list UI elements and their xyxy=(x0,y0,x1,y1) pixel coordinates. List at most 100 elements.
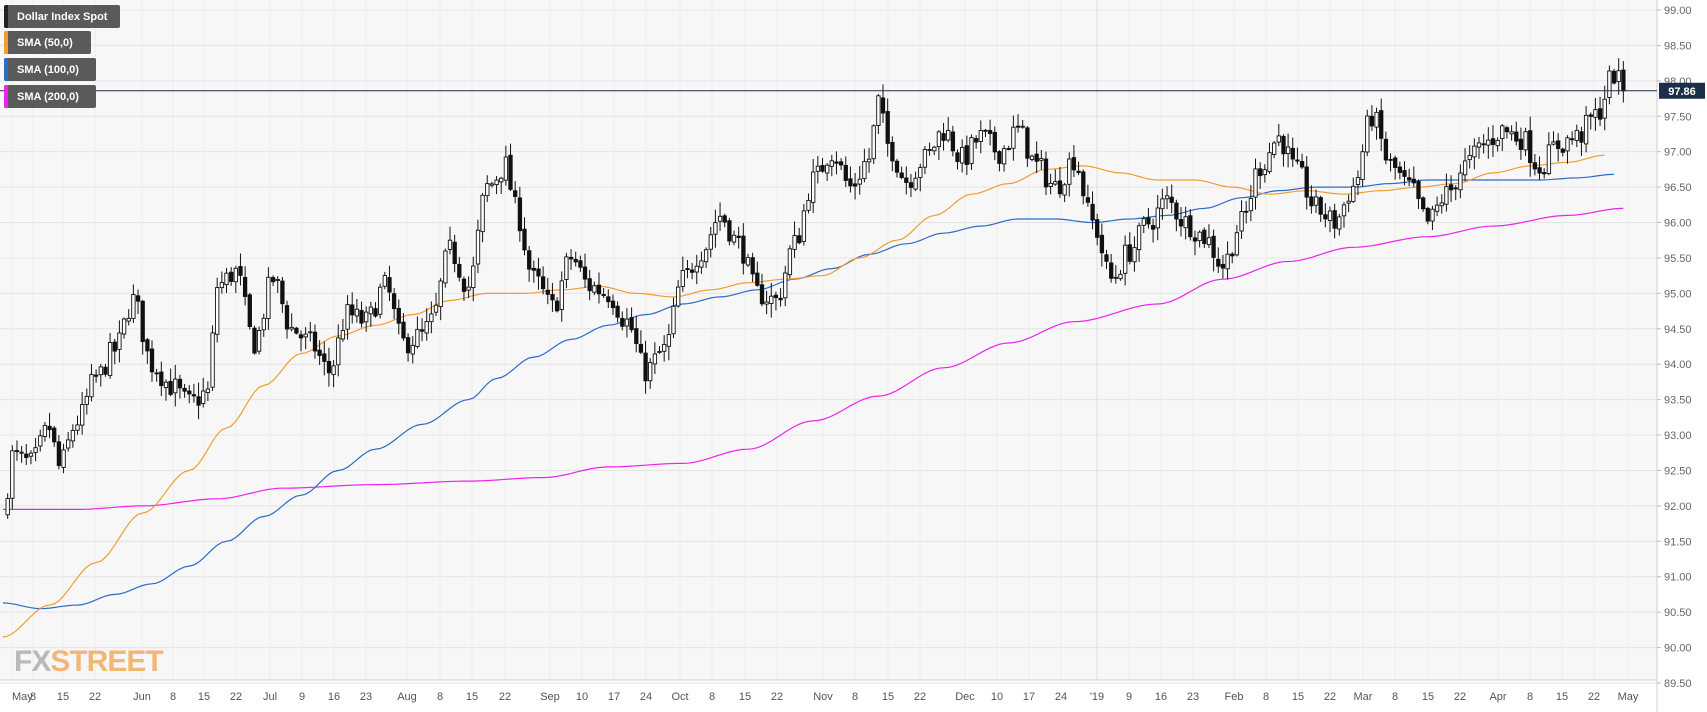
candle-up xyxy=(1239,211,1244,232)
candle-up xyxy=(1337,216,1342,230)
candle-up xyxy=(1141,218,1146,226)
candle-down xyxy=(1542,172,1547,175)
x-tick-label: Apr xyxy=(1489,691,1506,703)
candle-down xyxy=(685,268,690,271)
x-tick-label: Jun xyxy=(133,691,151,703)
candle-down xyxy=(1421,197,1426,210)
candle-down xyxy=(1490,138,1496,145)
candle-up xyxy=(1067,158,1072,185)
candle-up xyxy=(1164,195,1170,200)
candle-down xyxy=(1621,69,1626,92)
candle-down xyxy=(894,160,900,173)
candle-up xyxy=(1011,126,1016,149)
y-tick-label: 97.00 xyxy=(1664,147,1692,159)
x-tick-label: 8 xyxy=(30,691,36,703)
candle-down xyxy=(517,197,523,232)
candle-down xyxy=(540,276,546,290)
candle-down xyxy=(527,250,532,270)
candle-down xyxy=(317,349,322,356)
candle-up xyxy=(382,275,387,287)
x-tick-label: Nov xyxy=(813,691,833,703)
candle-up xyxy=(201,390,206,404)
candle-up xyxy=(969,137,974,165)
candle-down xyxy=(1611,70,1617,84)
candle-up xyxy=(1053,181,1058,185)
x-tick-label: Mar xyxy=(1354,691,1373,703)
candle-up xyxy=(662,343,667,352)
candle-up xyxy=(1001,148,1007,165)
candle-up xyxy=(275,279,280,281)
candle-up xyxy=(1062,184,1067,196)
candle-up xyxy=(913,177,918,190)
candle-up xyxy=(1248,198,1254,212)
y-tick-label: 99.00 xyxy=(1664,5,1692,17)
candle-down xyxy=(1174,202,1179,220)
candle-up xyxy=(336,337,341,366)
candle-up xyxy=(866,158,872,163)
candle-up xyxy=(825,164,830,174)
candle-down xyxy=(14,450,20,453)
x-tick-label: 15 xyxy=(739,691,751,703)
x-tick-label: 22 xyxy=(230,691,242,703)
candle-down xyxy=(689,269,695,273)
candle-up xyxy=(210,332,215,388)
legend-swatch xyxy=(4,5,8,28)
x-tick-label: Feb xyxy=(1225,691,1244,703)
candle-up xyxy=(38,435,43,447)
candle-up xyxy=(801,210,807,242)
x-tick-label: 15 xyxy=(1292,691,1304,703)
candle-up xyxy=(811,171,816,203)
legend-item-sma100[interactable]: SMA (100,0) xyxy=(4,58,96,81)
candle-up xyxy=(764,301,769,305)
candle-down xyxy=(848,178,853,187)
candle-down xyxy=(238,266,243,276)
candle-up xyxy=(1616,70,1621,83)
x-tick-label: 15 xyxy=(466,691,478,703)
candle-up xyxy=(289,326,294,330)
candle-down xyxy=(1071,157,1077,171)
x-tick-label: 15 xyxy=(882,691,894,703)
plot-background xyxy=(0,0,1657,680)
x-tick-label: 24 xyxy=(640,691,652,703)
candle-down xyxy=(56,441,62,466)
fxstreet-logo: FXSTREET xyxy=(14,645,164,678)
candle-up xyxy=(1262,169,1267,176)
x-tick-label: 17 xyxy=(1023,691,1035,703)
candle-down xyxy=(582,266,588,280)
candle-up xyxy=(918,167,923,178)
y-tick-label: 92.50 xyxy=(1664,465,1692,477)
legend-item-sma50[interactable]: SMA (50,0) xyxy=(4,31,91,54)
y-tick-label: 89.50 xyxy=(1664,678,1692,690)
candle-up xyxy=(1355,177,1361,185)
candle-down xyxy=(1569,138,1575,141)
candle-down xyxy=(322,353,327,362)
candle-up xyxy=(443,250,448,284)
x-tick-label: 22 xyxy=(1454,691,1466,703)
candle-down xyxy=(741,235,746,264)
candle-down xyxy=(294,327,299,334)
x-tick-label: 9 xyxy=(1126,691,1132,703)
candle-down xyxy=(1230,253,1235,257)
candle-down xyxy=(955,152,960,163)
legend-swatch xyxy=(4,31,8,54)
candle-down xyxy=(280,280,285,305)
candle-up xyxy=(1327,210,1333,221)
candle-down xyxy=(391,293,397,310)
legend-item-dollar-index[interactable]: Dollar Index Spot xyxy=(4,5,120,28)
candle-up xyxy=(806,199,811,211)
last-price-badge xyxy=(1659,82,1705,99)
candle-down xyxy=(93,374,99,377)
candle-down xyxy=(1323,214,1328,220)
candle-down xyxy=(587,278,592,292)
y-tick-label: 93.00 xyxy=(1664,430,1692,442)
candle-up xyxy=(256,330,262,352)
x-tick-label: 22 xyxy=(771,691,783,703)
y-tick-label: 93.50 xyxy=(1664,395,1692,407)
candle-down xyxy=(1393,157,1398,168)
candle-up xyxy=(1132,247,1137,263)
candle-up xyxy=(694,265,699,273)
candle-down xyxy=(1537,167,1542,174)
candle-down xyxy=(229,271,234,282)
candle-up xyxy=(471,265,476,289)
legend-item-sma200[interactable]: SMA (200,0) xyxy=(4,85,96,108)
